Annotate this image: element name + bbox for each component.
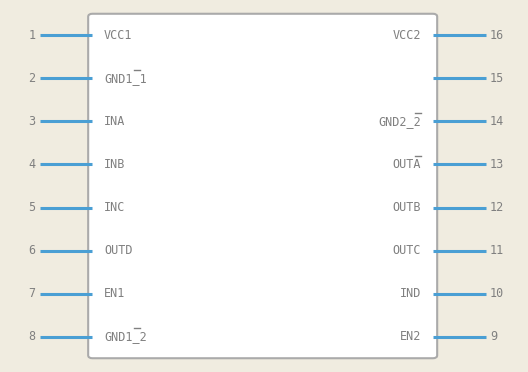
Text: EN1: EN1 bbox=[104, 287, 125, 300]
Text: 9: 9 bbox=[490, 330, 497, 343]
Text: 2: 2 bbox=[29, 72, 35, 85]
Text: 14: 14 bbox=[490, 115, 504, 128]
Text: 11: 11 bbox=[490, 244, 504, 257]
Text: VCC2: VCC2 bbox=[393, 29, 421, 42]
Text: GND1_1: GND1_1 bbox=[104, 72, 147, 85]
Text: 13: 13 bbox=[490, 158, 504, 171]
Text: 12: 12 bbox=[490, 201, 504, 214]
Text: 8: 8 bbox=[29, 330, 35, 343]
Text: 10: 10 bbox=[490, 287, 504, 300]
Text: 16: 16 bbox=[490, 29, 504, 42]
Text: INB: INB bbox=[104, 158, 125, 171]
Text: INC: INC bbox=[104, 201, 125, 214]
Text: OUTB: OUTB bbox=[393, 201, 421, 214]
Text: IND: IND bbox=[400, 287, 421, 300]
Text: 4: 4 bbox=[29, 158, 35, 171]
Text: GND1_2: GND1_2 bbox=[104, 330, 147, 343]
FancyBboxPatch shape bbox=[88, 14, 437, 358]
Text: 15: 15 bbox=[490, 72, 504, 85]
Text: OUTD: OUTD bbox=[104, 244, 133, 257]
Text: 7: 7 bbox=[29, 287, 35, 300]
Text: 5: 5 bbox=[29, 201, 35, 214]
Text: OUTC: OUTC bbox=[393, 244, 421, 257]
Text: EN2: EN2 bbox=[400, 330, 421, 343]
Text: 3: 3 bbox=[29, 115, 35, 128]
Text: 1: 1 bbox=[29, 29, 35, 42]
Text: VCC1: VCC1 bbox=[104, 29, 133, 42]
Text: GND2_2: GND2_2 bbox=[379, 115, 421, 128]
Text: INA: INA bbox=[104, 115, 125, 128]
Text: OUTA: OUTA bbox=[393, 158, 421, 171]
Text: 6: 6 bbox=[29, 244, 35, 257]
